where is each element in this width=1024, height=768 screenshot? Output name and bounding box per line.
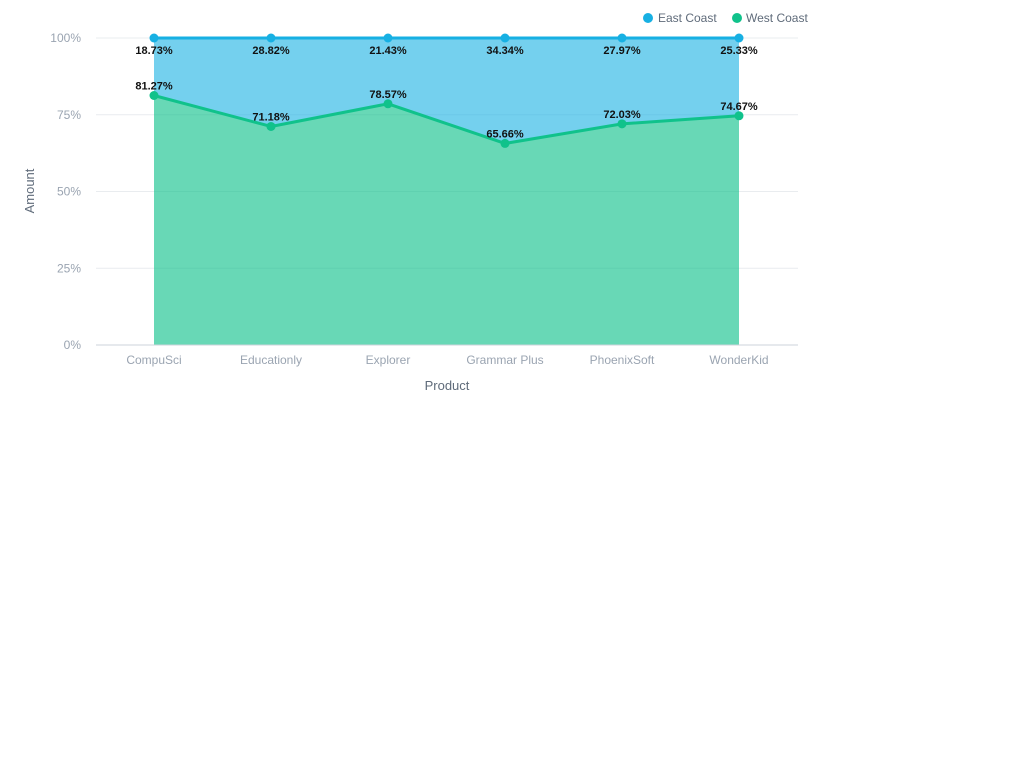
data-label-east-coast: 27.97% <box>603 45 641 57</box>
point-east-coast[interactable] <box>734 33 744 43</box>
x-tick-label: WonderKid <box>709 353 768 367</box>
data-label-west-coast: 71.18% <box>252 111 290 123</box>
point-west-coast[interactable] <box>617 119 627 129</box>
data-label-west-coast: 81.27% <box>135 81 173 93</box>
point-west-coast[interactable] <box>149 91 159 101</box>
x-tick-label: Grammar Plus <box>466 353 543 367</box>
data-label-west-coast: 72.03% <box>603 109 641 121</box>
x-axis-title: Product <box>425 378 470 393</box>
data-label-west-coast: 78.57% <box>369 89 407 101</box>
legend-marker[interactable] <box>732 13 742 23</box>
data-label-east-coast: 34.34% <box>486 45 524 57</box>
y-tick-label: 0% <box>64 338 82 352</box>
point-layer <box>149 33 744 148</box>
point-west-coast[interactable] <box>266 121 276 131</box>
x-tick-label: Explorer <box>366 353 411 367</box>
area-layer <box>154 38 739 345</box>
point-east-coast[interactable] <box>383 33 393 43</box>
point-east-coast[interactable] <box>617 33 627 43</box>
point-west-coast[interactable] <box>734 111 744 121</box>
y-tick-label: 75% <box>57 108 81 122</box>
legend-marker[interactable] <box>643 13 653 23</box>
data-label-layer: 81.27% 18.73% 71.18% 28.82% 78.57% 21.43% 65.6… <box>135 45 758 140</box>
y-tick-label: 100% <box>50 31 81 45</box>
y-axis-title: Amount <box>22 168 37 213</box>
x-tick-label: CompuSci <box>126 353 181 367</box>
y-tick-label: 25% <box>57 261 81 275</box>
y-tick-label: 50% <box>57 185 81 199</box>
data-label-east-coast: 25.33% <box>720 45 758 57</box>
data-label-east-coast: 18.73% <box>135 45 173 57</box>
line-layer <box>153 36 740 145</box>
data-label-east-coast: 28.82% <box>252 45 290 57</box>
point-east-coast[interactable] <box>500 33 510 43</box>
axis-layer: 0% 25% 50% 75% 100% CompuSci Educationly Explor… <box>50 31 798 367</box>
line-west-coast <box>153 94 740 145</box>
area-west-coast <box>154 95 739 345</box>
point-west-coast[interactable] <box>383 99 393 109</box>
area-east-coast <box>154 38 739 144</box>
data-label-west-coast: 74.67% <box>720 101 758 113</box>
legend-item-label[interactable]: East Coast <box>658 11 717 25</box>
legend[interactable]: East Coast West Coast <box>643 11 808 25</box>
legend-item-label[interactable]: West Coast <box>746 11 808 25</box>
x-tick-label: PhoenixSoft <box>590 353 655 367</box>
point-west-coast[interactable] <box>500 138 510 148</box>
x-tick-label: Educationly <box>240 353 302 367</box>
data-label-east-coast: 21.43% <box>369 45 407 57</box>
point-east-coast[interactable] <box>149 33 159 43</box>
data-label-west-coast: 65.66% <box>486 128 524 140</box>
point-east-coast[interactable] <box>266 33 276 43</box>
